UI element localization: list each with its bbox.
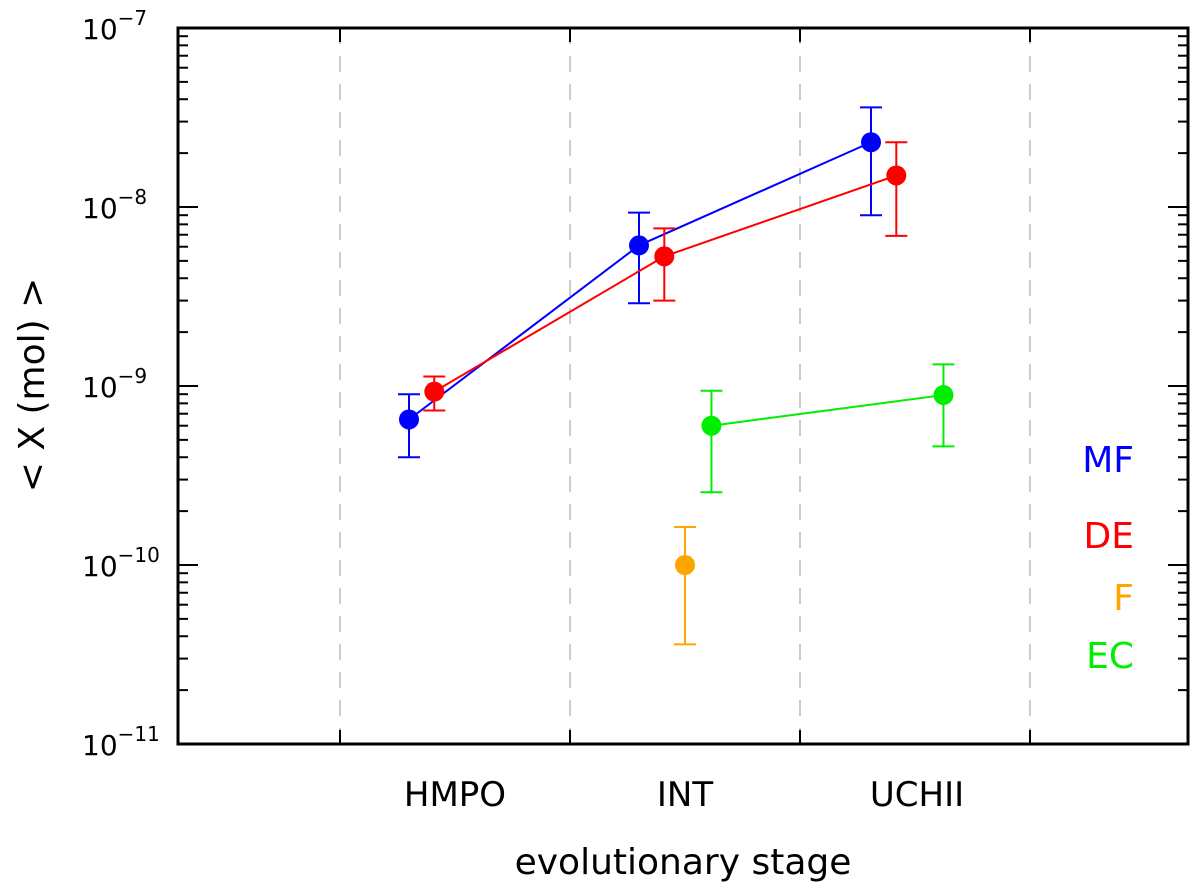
data-point	[861, 132, 881, 153]
y-tick-label: 10−10	[82, 543, 160, 583]
data-point	[886, 165, 907, 186]
legend: MF DE F EC	[1082, 440, 1134, 677]
data-point	[399, 409, 419, 430]
x-tick-label: INT	[657, 775, 713, 815]
y-tick-label: 10−8	[82, 185, 147, 225]
legend-entry: MF	[1082, 440, 1134, 481]
x-tick-label: HMPO	[404, 775, 506, 815]
y-tick-label: 10−11	[82, 722, 160, 762]
data-series	[398, 106, 955, 646]
y-axis-ticks: 10−11 10−10 10−9 10−8 10−7	[82, 6, 1188, 762]
x-axis-label: evolutionary stage	[515, 842, 852, 883]
legend-entry: DE	[1084, 516, 1134, 557]
data-point	[701, 415, 722, 436]
series-line	[711, 394, 944, 427]
data-point	[675, 555, 695, 575]
y-tick-label: 10−9	[82, 364, 147, 404]
data-point	[933, 385, 954, 406]
x-tick-label: UCHII	[870, 775, 964, 815]
series-f	[674, 526, 696, 646]
axes	[176, 26, 1190, 746]
legend-entry: EC	[1086, 636, 1134, 677]
series-de	[423, 141, 908, 412]
series-mf	[398, 106, 882, 459]
series-ec	[700, 363, 955, 494]
x-axis-ticks: HMPO INT UCHII	[339, 28, 1031, 815]
stage-separators	[339, 28, 1031, 744]
y-axis-label: < X (mol) >	[12, 278, 53, 493]
plot-frame	[176, 26, 1190, 746]
data-point	[629, 235, 649, 256]
data-point	[424, 381, 445, 402]
data-point	[654, 246, 675, 267]
legend-entry: F	[1113, 578, 1134, 619]
y-tick-label: 10−7	[82, 6, 147, 46]
